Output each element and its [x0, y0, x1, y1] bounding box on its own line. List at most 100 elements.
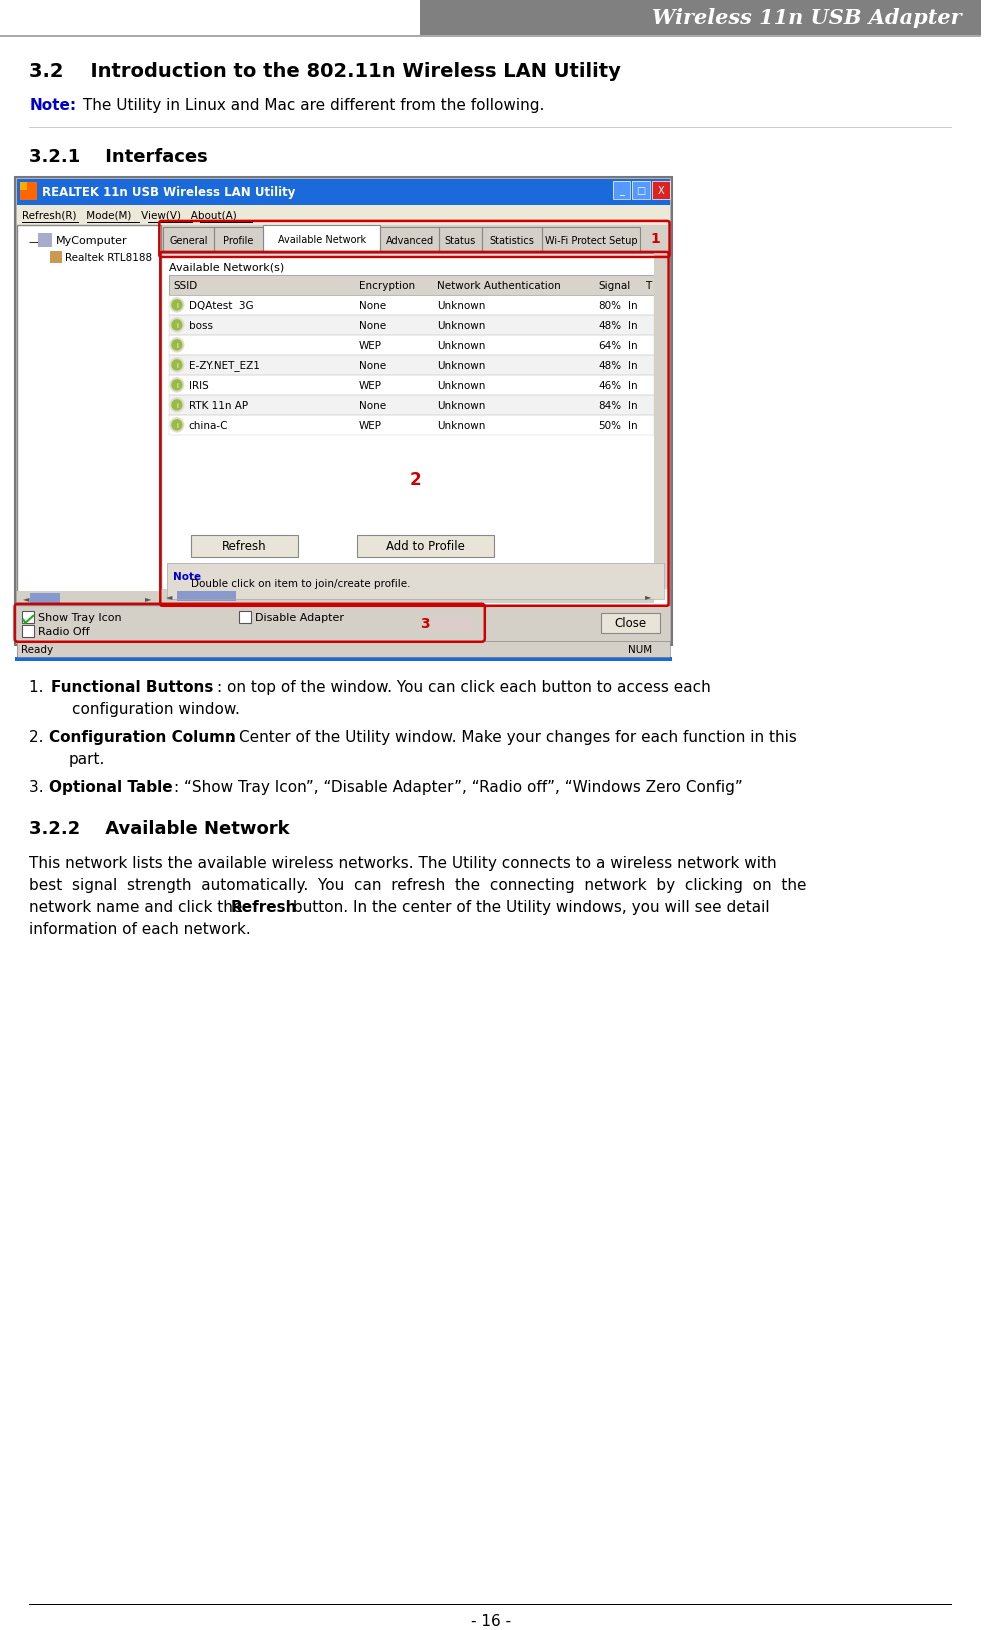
Text: 64%: 64% [598, 341, 621, 350]
Bar [22, 626, 34, 637]
Text: None: None [358, 401, 385, 411]
Text: X: X [657, 186, 663, 196]
Bar [169, 316, 653, 336]
Text: Unknown: Unknown [436, 360, 484, 370]
Text: information of each network.: information of each network. [29, 921, 251, 936]
Circle shape [172, 381, 182, 391]
Bar [19, 183, 27, 191]
Bar [22, 611, 34, 623]
Text: 3.2    Introduction to the 802.11n Wireless LAN Utility: 3.2 Introduction to the 802.11n Wireless… [29, 62, 621, 82]
Bar [169, 275, 653, 295]
Text: 1.: 1. [29, 680, 53, 694]
Bar [22, 611, 34, 623]
Text: RTK 11n AP: RTK 11n AP [189, 401, 248, 411]
Text: WEP: WEP [358, 381, 381, 391]
Text: - 16 -: - 16 - [470, 1614, 511, 1628]
Bar [380, 228, 438, 254]
Bar [17, 179, 669, 205]
Bar [169, 336, 653, 355]
Bar [19, 183, 37, 200]
Text: DQAtest  3G: DQAtest 3G [189, 300, 253, 311]
Text: part.: part. [68, 751, 104, 766]
Circle shape [172, 341, 182, 350]
Bar [612, 183, 630, 200]
Text: Encryption: Encryption [358, 280, 414, 290]
Text: In: In [627, 321, 637, 331]
Bar [38, 233, 52, 248]
Bar [420, 0, 980, 36]
Bar [169, 355, 653, 375]
Text: 3: 3 [420, 616, 429, 631]
Circle shape [170, 319, 184, 333]
Text: 2: 2 [409, 471, 421, 489]
Text: Status: Status [444, 236, 475, 246]
Text: SSID: SSID [173, 280, 197, 290]
Text: 3.: 3. [29, 779, 49, 794]
Text: Refresh: Refresh [222, 540, 267, 553]
Bar [163, 228, 214, 254]
Text: None: None [358, 360, 385, 370]
Text: 48%: 48% [598, 360, 621, 370]
Text: Disable Adapter: Disable Adapter [255, 613, 344, 623]
Bar [214, 228, 263, 254]
Text: Double click on item to join/create profile.: Double click on item to join/create prof… [191, 579, 409, 588]
Bar [356, 536, 493, 557]
Text: In: In [627, 401, 637, 411]
Text: ►: ► [644, 592, 651, 601]
Text: Refresh(R)   Mode(M)   View(V)   About(A): Refresh(R) Mode(M) View(V) About(A) [22, 210, 237, 220]
Text: : “Show Tray Icon”, “Disable Adapter”, “Radio off”, “Windows Zero Config”: : “Show Tray Icon”, “Disable Adapter”, “… [174, 779, 742, 794]
Bar [542, 228, 640, 254]
Circle shape [170, 399, 184, 412]
Text: : Center of the Utility window. Make your changes for each function in this: : Center of the Utility window. Make you… [229, 729, 795, 745]
Text: □: □ [636, 186, 645, 196]
Bar [15, 178, 671, 645]
Bar [22, 626, 34, 637]
Text: Available Network(s): Available Network(s) [169, 262, 284, 272]
Bar [161, 227, 669, 605]
Bar [169, 396, 653, 416]
Bar [0, 36, 980, 37]
Text: best  signal  strength  automatically.  You  can  refresh  the  connecting  netw: best signal strength automatically. You … [29, 877, 806, 892]
Bar [169, 295, 653, 316]
Bar [163, 228, 214, 254]
Text: Configuration Column: Configuration Column [49, 729, 236, 745]
Text: Unknown: Unknown [436, 300, 484, 311]
Circle shape [172, 360, 182, 370]
Bar [17, 592, 161, 605]
Text: 80%: 80% [598, 300, 621, 311]
Text: Profile: Profile [223, 236, 254, 246]
Text: T: T [645, 280, 651, 290]
Bar [17, 605, 669, 641]
Bar [169, 355, 653, 375]
Text: In: In [627, 341, 637, 350]
Text: —: — [28, 236, 39, 246]
Bar [15, 178, 671, 645]
Circle shape [170, 298, 184, 313]
Circle shape [170, 419, 184, 432]
Text: 48%: 48% [598, 321, 621, 331]
Text: Unknown: Unknown [436, 381, 484, 391]
Bar [38, 233, 52, 248]
Text: Unknown: Unknown [436, 401, 484, 411]
Text: china-C: china-C [189, 421, 228, 430]
Text: Refresh: Refresh [231, 900, 297, 914]
Text: Radio Off: Radio Off [38, 626, 89, 636]
Text: E-ZY.NET_EZ1: E-ZY.NET_EZ1 [189, 360, 259, 372]
Bar [191, 536, 298, 557]
Circle shape [172, 321, 182, 331]
Bar [263, 227, 380, 254]
Bar [481, 228, 542, 254]
Bar [438, 228, 481, 254]
Circle shape [170, 339, 184, 352]
Bar [263, 227, 380, 254]
Bar [542, 228, 640, 254]
Text: boss: boss [189, 321, 213, 331]
Bar [481, 228, 542, 254]
Text: In: In [627, 381, 637, 391]
Text: None: None [358, 300, 385, 311]
Bar [432, 616, 471, 631]
Text: In: In [627, 300, 637, 311]
Text: Advanced: Advanced [385, 236, 433, 246]
Text: Available Network: Available Network [277, 235, 365, 244]
Bar [17, 179, 669, 205]
